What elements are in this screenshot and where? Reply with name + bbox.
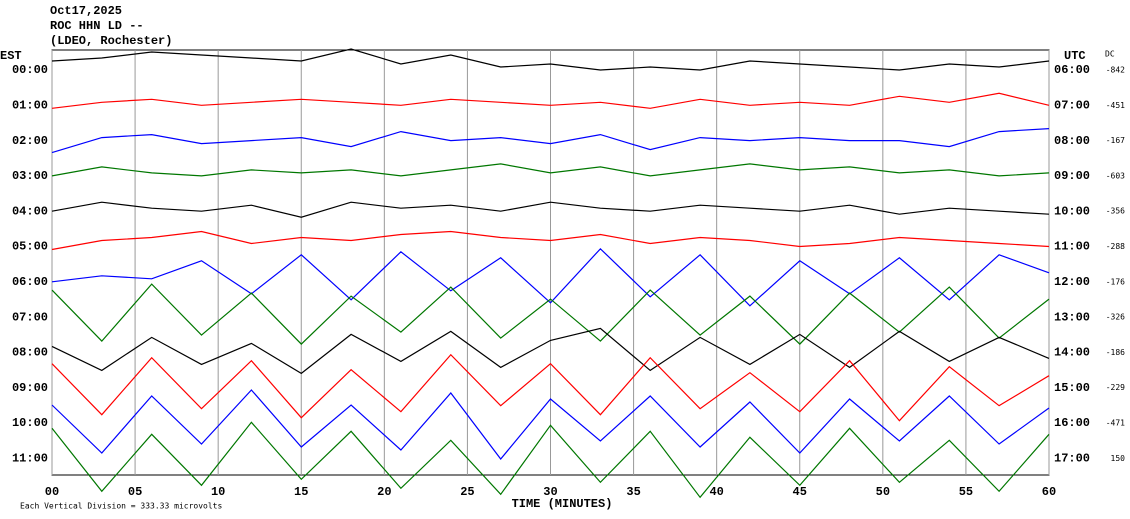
trace — [51, 327, 1050, 375]
left-hour-label: 00:00 — [12, 63, 48, 77]
dc-value: -356 — [1106, 207, 1125, 216]
right-hour-label: 10:00 — [1054, 204, 1090, 218]
right-hour-label: 14:00 — [1054, 346, 1090, 360]
left-hour-label: 11:00 — [12, 451, 48, 465]
x-tick-label: 40 — [709, 485, 723, 499]
x-tick-label: 10 — [211, 485, 225, 499]
x-tick-label: 30 — [543, 485, 557, 499]
traces — [51, 48, 1050, 499]
left-axis-label: EST — [0, 49, 22, 63]
right-hour-label: 15:00 — [1054, 381, 1090, 395]
dc-value: -603 — [1106, 171, 1125, 180]
left-hour-label: 06:00 — [12, 275, 48, 289]
x-tick-label: 55 — [959, 485, 973, 499]
title-line: Oct17,2025 — [50, 4, 122, 18]
right-hour-label: 11:00 — [1054, 240, 1090, 254]
trace — [51, 128, 1050, 154]
dc-value: -842 — [1106, 66, 1125, 75]
dc-value: -186 — [1106, 348, 1125, 357]
dc-value: -229 — [1106, 383, 1125, 392]
x-tick-label: 60 — [1042, 485, 1056, 499]
scale-note: Each Vertical Division = 333.33 microvol… — [20, 502, 222, 511]
trace — [51, 283, 1050, 345]
trace — [51, 48, 1050, 71]
left-hour-label: 08:00 — [12, 346, 48, 360]
dc-value: -176 — [1106, 277, 1125, 286]
trace — [51, 247, 1050, 307]
right-hour-label: 08:00 — [1054, 134, 1090, 148]
dc-value: -167 — [1106, 136, 1125, 145]
labels: 00 05 10 15 20 25 30 35 40 45 50 55 60 00:00 06:00 -842… — [12, 63, 1125, 499]
x-tick-label: 15 — [294, 485, 308, 499]
dc-value: -451 — [1106, 101, 1125, 110]
dc-value: -288 — [1106, 242, 1125, 251]
left-hour-label: 05:00 — [12, 240, 48, 254]
left-hour-label: 03:00 — [12, 169, 48, 183]
right-hour-label: 13:00 — [1054, 310, 1090, 324]
right-axis-label: UTC — [1064, 49, 1086, 63]
left-hour-label: 04:00 — [12, 204, 48, 218]
grid — [51, 50, 1050, 475]
x-tick-label: 20 — [377, 485, 391, 499]
dc-value: -326 — [1106, 313, 1125, 322]
left-hour-label: 01:00 — [12, 98, 48, 112]
x-tick-label: 45 — [793, 485, 807, 499]
x-tick-label: 05 — [128, 485, 142, 499]
trace — [51, 92, 1050, 109]
right-hour-label: 07:00 — [1054, 98, 1090, 112]
title-line: ROC HHN LD -- — [50, 19, 144, 33]
right-hour-label: 12:00 — [1054, 275, 1090, 289]
x-tick-label: 00 — [45, 485, 59, 499]
right-hour-label: 17:00 — [1054, 451, 1090, 465]
x-tick-label: 35 — [626, 485, 640, 499]
x-tick-label: 25 — [460, 485, 474, 499]
trace — [51, 163, 1050, 177]
trace — [51, 353, 1050, 422]
trace — [51, 421, 1050, 499]
right-hour-label: 09:00 — [1054, 169, 1090, 183]
right-hour-label: 06:00 — [1054, 63, 1090, 77]
trace — [51, 201, 1050, 218]
title-line: (LDEO, Rochester) — [50, 34, 172, 48]
right-hour-label: 16:00 — [1054, 416, 1090, 430]
left-hour-label: 02:00 — [12, 134, 48, 148]
dc-value: -471 — [1106, 419, 1125, 428]
left-hour-label: 10:00 — [12, 416, 48, 430]
dc-label: DC — [1105, 50, 1115, 59]
left-hour-label: 07:00 — [12, 310, 48, 324]
dc-value: 150 — [1111, 454, 1126, 463]
left-hour-label: 09:00 — [12, 381, 48, 395]
trace — [51, 230, 1050, 251]
x-axis-label: TIME (MINUTES) — [512, 497, 613, 511]
trace — [51, 389, 1050, 460]
x-tick-label: 50 — [876, 485, 890, 499]
